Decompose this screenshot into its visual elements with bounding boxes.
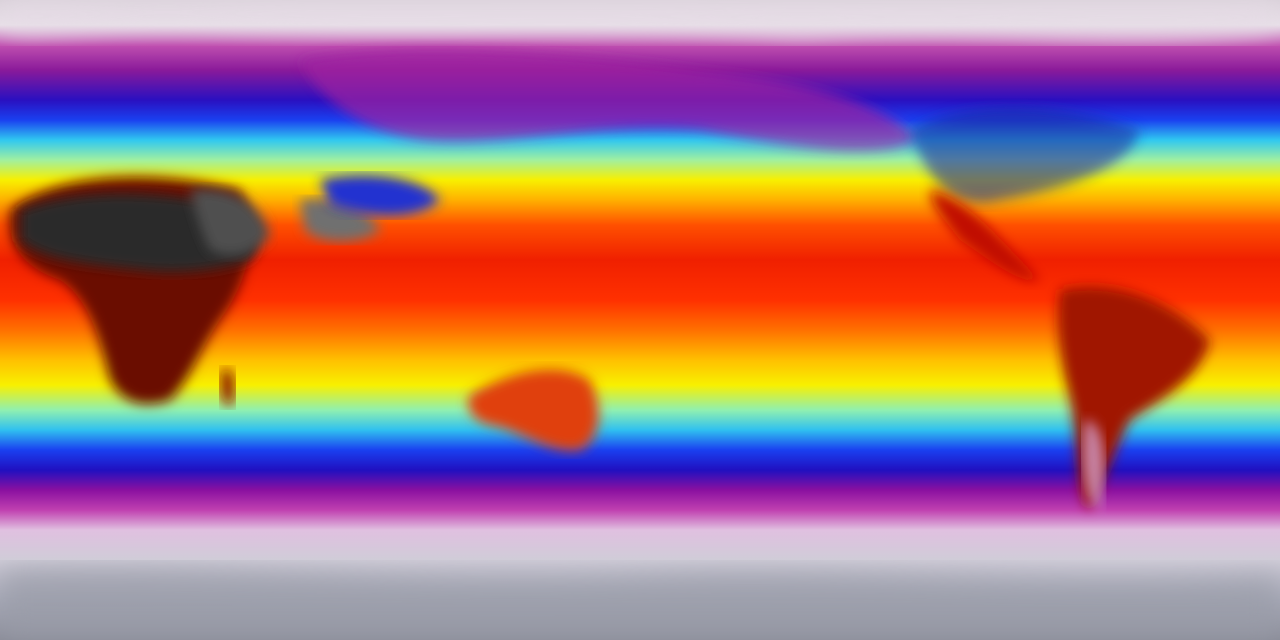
central-america	[930, 190, 1040, 281]
arctic-region	[0, 0, 1280, 42]
eurasia-north	[300, 49, 920, 151]
tibet	[320, 175, 440, 216]
australia	[468, 369, 599, 451]
arabia	[190, 189, 270, 255]
south-america	[1058, 286, 1210, 510]
north-america	[910, 107, 1140, 203]
iran-region	[300, 199, 380, 242]
antarctica	[0, 567, 1280, 640]
madagascar	[220, 369, 235, 406]
andes	[1083, 420, 1105, 510]
